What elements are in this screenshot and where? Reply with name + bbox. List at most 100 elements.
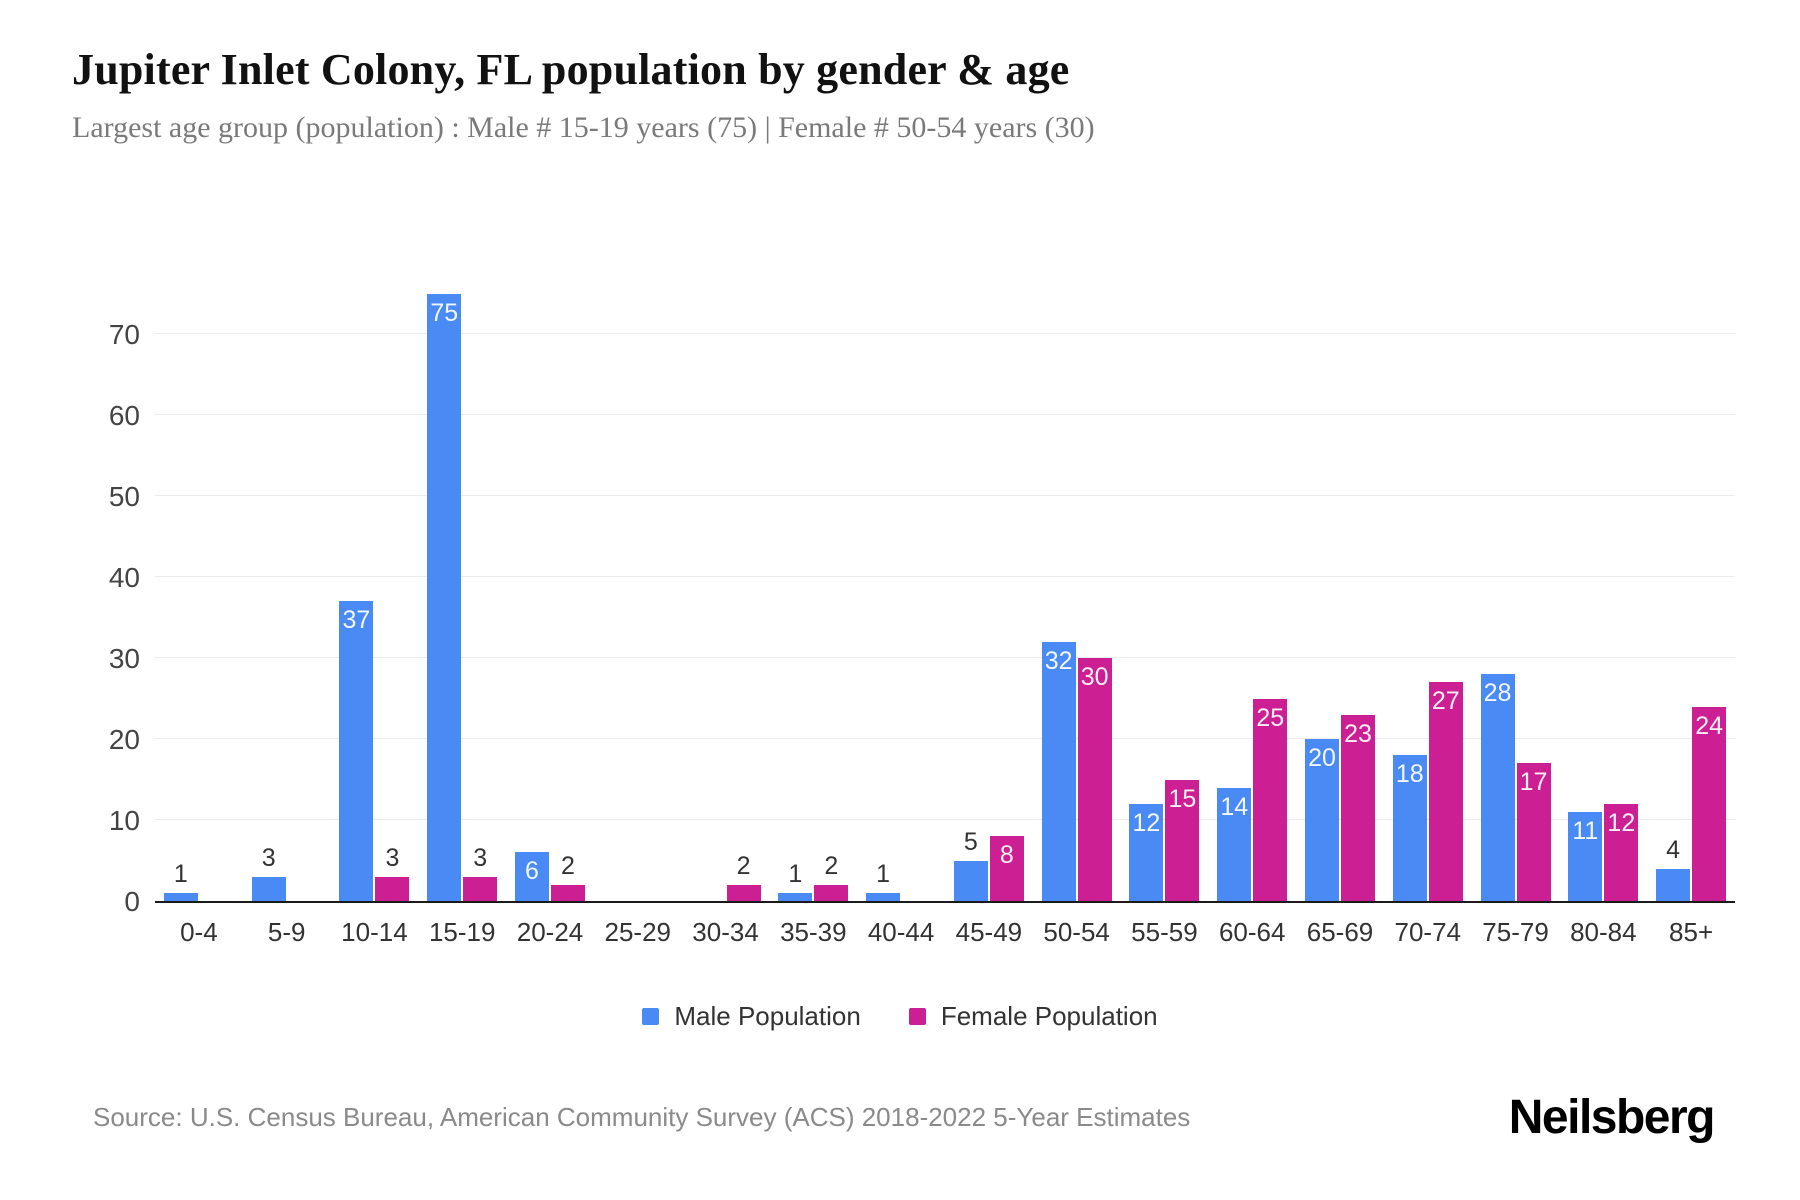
value-label-female-65-69: 23	[1344, 719, 1372, 748]
x-tick-35-39: 35-39	[780, 917, 847, 947]
value-label-male-5-9: 3	[261, 843, 276, 872]
page-subtitle: Largest age group (population) : Male # …	[72, 111, 1095, 144]
brand-logo: Neilsberg	[1508, 1091, 1716, 1144]
gridline-30	[155, 657, 1735, 658]
bar-male-35-39	[778, 892, 813, 901]
x-tick-20-24: 20-24	[516, 917, 584, 947]
bar-male-0-4	[163, 892, 198, 901]
value-label-male-65-69: 20	[1308, 744, 1336, 772]
bar-female-35-39	[814, 884, 849, 901]
x-tick-10-14: 10-14	[341, 917, 408, 947]
x-tick-75-79: 75-79	[1482, 917, 1549, 947]
bar-chart: 0 10 20 30 40 50 60 70 1 3 37 3 75 3 6 2 2 1 2 1 5 8 32 30 12 15…	[0, 243, 1800, 957]
x-tick-55-59: 55-59	[1131, 917, 1198, 947]
bar-male-50-54	[1041, 641, 1076, 901]
value-label-male-15-19: 75	[430, 298, 459, 327]
bar-female-85+	[1692, 706, 1727, 901]
value-label-male-40-44: 1	[876, 859, 891, 888]
bar-male-15-19	[427, 293, 462, 901]
gridline-10	[155, 819, 1735, 820]
x-tick-60-64: 60-64	[1218, 917, 1286, 947]
x-tick-30-34: 30-34	[692, 917, 759, 947]
gridline-50	[155, 495, 1735, 496]
x-axis: 0-4 5-9 10-14 15-19 20-24 25-29 30-34 35-39 40-4…	[155, 917, 1735, 953]
y-tick-40: 40	[108, 562, 140, 593]
x-tick-25-29: 25-29	[604, 917, 672, 947]
value-label-female-35-39: 2	[824, 851, 839, 880]
source-text: Source: U.S. Census Bureau, American Com…	[93, 1102, 1191, 1132]
chart-footer: Source: U.S. Census Bureau, American Com…	[0, 1090, 1800, 1145]
chart-header: Jupiter Inlet Colony, FL population by g…	[0, 0, 1800, 145]
y-tick-0: 0	[124, 886, 140, 917]
value-label-male-85+: 4	[1666, 835, 1681, 864]
value-label-male-50-54: 32	[1044, 646, 1073, 675]
gridline-60	[155, 414, 1735, 415]
x-tick-65-69: 65-69	[1306, 917, 1374, 947]
gridline-20	[155, 738, 1735, 739]
value-label-male-10-14: 37	[342, 606, 371, 635]
x-tick-45-49: 45-49	[955, 917, 1023, 947]
gridline-40	[155, 576, 1735, 577]
bar-male-55-59	[1129, 803, 1164, 901]
value-label-male-60-64: 14	[1220, 792, 1249, 821]
plot-area: 1 3 37 3 75 3 6 2 2 1 2 1 5 8 32 30 12 15 14 25 20 23 18 27 28 17…	[155, 243, 1735, 903]
y-tick-30: 30	[108, 643, 140, 674]
bar-male-60-64	[1217, 787, 1252, 901]
value-label-female-20-24: 2	[561, 851, 575, 880]
bar-male-20-24	[515, 852, 549, 901]
value-label-male-55-59: 12	[1132, 808, 1161, 837]
x-tick-15-19: 15-19	[428, 917, 496, 947]
bar-male-80-84	[1568, 811, 1603, 901]
bar-female-65-69	[1341, 714, 1375, 901]
legend: Male Population Female Population	[0, 1001, 1800, 1032]
legend-item-male-population: Male Population	[642, 1001, 861, 1032]
bar-female-50-54	[1077, 658, 1112, 901]
value-label-female-75-79: 17	[1519, 768, 1548, 797]
y-tick-10: 10	[108, 805, 140, 836]
y-axis: 0 10 20 30 40 50 60 70	[0, 243, 140, 917]
value-label-male-80-84: 11	[1572, 816, 1599, 845]
bar-female-20-24	[551, 884, 585, 901]
bar-male-5-9	[251, 876, 286, 901]
y-tick-60: 60	[108, 400, 140, 431]
value-label-male-70-74: 18	[1395, 760, 1424, 789]
bar-female-30-34	[726, 884, 761, 901]
x-tick-70-74: 70-74	[1394, 917, 1462, 947]
x-tick-50-54: 50-54	[1043, 917, 1110, 947]
legend-label-female: Female Population	[940, 1001, 1158, 1031]
legend-label-male: Male Population	[674, 1001, 861, 1031]
value-label-female-80-84: 12	[1607, 808, 1636, 837]
bar-female-10-14	[375, 876, 410, 901]
bar-female-80-84	[1604, 803, 1639, 901]
value-label-female-70-74: 27	[1431, 687, 1460, 716]
value-label-male-0-4: 1	[173, 859, 188, 888]
bar-female-15-19	[463, 876, 498, 901]
bar-male-85+	[1656, 868, 1691, 901]
value-label-female-50-54: 30	[1080, 663, 1109, 691]
bar-male-10-14	[339, 601, 374, 901]
value-label-female-10-14: 3	[385, 843, 400, 872]
y-tick-70: 70	[108, 319, 140, 350]
x-tick-0-4: 0-4	[180, 917, 218, 947]
bar-male-65-69	[1305, 739, 1339, 901]
bar-female-70-74	[1428, 682, 1463, 901]
value-label-female-15-19: 3	[473, 843, 488, 872]
page-title: Jupiter Inlet Colony, FL population by g…	[72, 45, 1070, 94]
x-tick-85+: 85+	[1669, 917, 1714, 947]
bar-male-45-49	[953, 860, 988, 901]
gridline-70	[155, 333, 1735, 334]
y-tick-50: 50	[108, 481, 140, 512]
value-label-female-55-59: 15	[1168, 784, 1197, 813]
value-label-male-75-79: 28	[1483, 679, 1512, 708]
legend-swatch-male	[642, 1008, 660, 1025]
value-label-female-45-49: 8	[999, 841, 1014, 870]
value-label-male-45-49: 5	[963, 827, 978, 856]
value-label-male-35-39: 1	[788, 859, 803, 888]
y-tick-20: 20	[108, 724, 140, 755]
bar-female-75-79	[1516, 763, 1551, 901]
value-label-female-60-64: 25	[1256, 703, 1285, 732]
bar-male-40-44	[866, 892, 901, 901]
bar-male-75-79	[1480, 674, 1515, 901]
x-tick-5-9: 5-9	[267, 917, 306, 947]
